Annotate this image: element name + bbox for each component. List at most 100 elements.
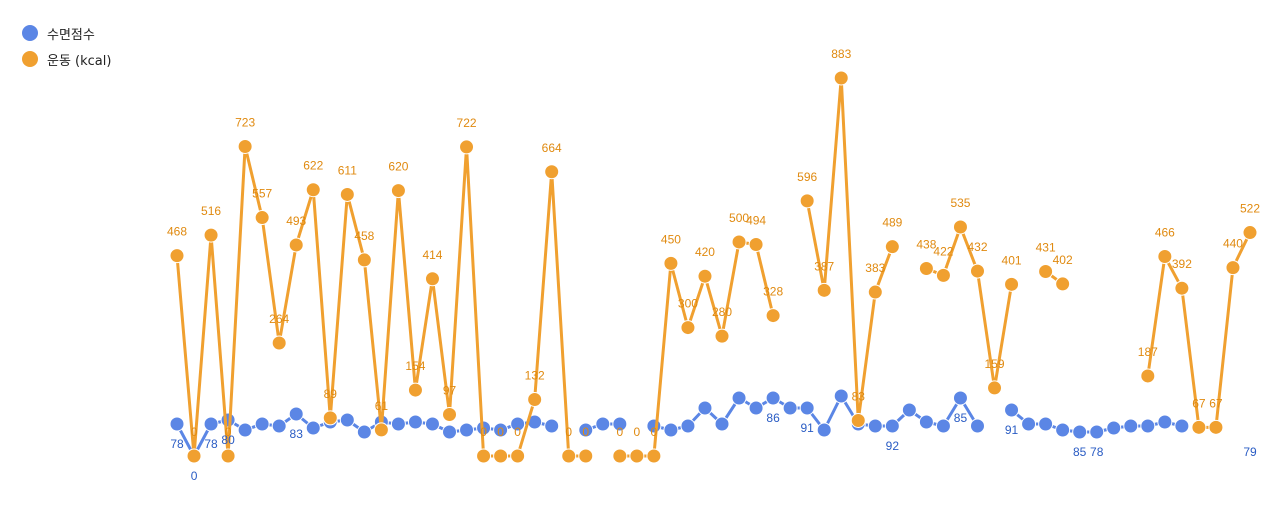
exercise-point xyxy=(1208,419,1224,435)
sleep-point xyxy=(1038,416,1054,432)
exercise-data-label: 440 xyxy=(1223,237,1243,251)
sleep-point xyxy=(544,418,560,434)
sleep-point xyxy=(271,418,287,434)
exercise-data-label: 432 xyxy=(967,240,987,254)
sleep-data-label: 85 xyxy=(954,411,968,425)
exercise-data-label: 61 xyxy=(375,399,389,413)
sleep-point xyxy=(901,402,917,418)
exercise-data-label: 557 xyxy=(252,187,272,201)
exercise-data-label: 83 xyxy=(852,389,866,403)
exercise-data-label: 535 xyxy=(950,196,970,210)
sleep-point xyxy=(952,390,968,406)
sleep-point xyxy=(969,418,985,434)
exercise-data-label: 401 xyxy=(1002,253,1022,267)
exercise-point xyxy=(748,237,764,253)
sleep-point xyxy=(663,422,679,438)
sleep-point xyxy=(1055,422,1071,438)
sleep-point xyxy=(782,400,798,416)
exercise-point xyxy=(271,335,287,351)
exercise-data-label: 620 xyxy=(388,160,408,174)
exercise-point xyxy=(1174,280,1190,296)
exercise-point xyxy=(714,328,730,344)
sleep-point xyxy=(918,414,934,430)
exercise-data-label: 187 xyxy=(1138,345,1158,359)
sleep-point xyxy=(680,418,696,434)
exercise-point xyxy=(952,219,968,235)
exercise-point xyxy=(1140,368,1156,384)
exercise-point xyxy=(169,248,185,264)
sleep-data-label: 78 xyxy=(204,437,218,451)
exercise-data-label: 722 xyxy=(457,116,477,130)
sleep-point xyxy=(459,422,475,438)
exercise-point xyxy=(561,448,577,464)
sleep-point xyxy=(288,406,304,422)
sleep-point xyxy=(1072,424,1088,440)
exercise-data-label: 154 xyxy=(405,359,425,373)
exercise-point xyxy=(356,252,372,268)
exercise-data-label: 67 xyxy=(1192,396,1206,410)
sleep-data-label: 79 xyxy=(1243,445,1257,459)
exercise-data-label: 0 xyxy=(480,425,487,439)
exercise-data-label: 0 xyxy=(634,425,641,439)
sleep-point xyxy=(1157,414,1173,430)
sleep-point xyxy=(612,416,628,432)
sleep-point xyxy=(442,424,458,440)
exercise-data-label: 500 xyxy=(729,211,749,225)
exercise-point xyxy=(305,182,321,198)
exercise-data-label: 328 xyxy=(763,285,783,299)
exercise-point xyxy=(663,255,679,271)
sleep-point xyxy=(867,418,883,434)
exercise-data-label: 438 xyxy=(916,237,936,251)
exercise-point xyxy=(407,382,423,398)
legend: 수면점수 운동 (kcal) xyxy=(22,20,111,72)
exercise-point xyxy=(544,164,560,180)
legend-item-exercise[interactable]: 운동 (kcal) xyxy=(22,46,111,72)
exercise-data-label: 414 xyxy=(422,248,442,262)
exercise-point xyxy=(987,380,1003,396)
exercise-point xyxy=(969,263,985,279)
sleep-point xyxy=(407,414,423,430)
exercise-point xyxy=(1038,263,1054,279)
legend-label-sleep: 수면점수 xyxy=(47,27,95,43)
exercise-data-label: 132 xyxy=(525,368,545,382)
exercise-point xyxy=(527,391,543,407)
exercise-data-label: 422 xyxy=(933,244,953,258)
exercise-point xyxy=(1191,419,1207,435)
sleep-point xyxy=(799,400,815,416)
legend-item-sleep[interactable]: 수면점수 xyxy=(22,20,111,46)
sleep-point xyxy=(1021,416,1037,432)
exercise-point xyxy=(1242,225,1258,241)
sleep-point xyxy=(748,400,764,416)
sleep-point xyxy=(1123,418,1139,434)
exercise-data-label: 89 xyxy=(324,387,338,401)
exercise-data-label: 489 xyxy=(882,216,902,230)
exercise-point xyxy=(1004,276,1020,292)
legend-label-exercise: 운동 (kcal) xyxy=(47,53,112,69)
sleep-data-label: 86 xyxy=(766,411,780,425)
exercise-point xyxy=(935,267,951,283)
exercise-data-label: 450 xyxy=(661,232,681,246)
sleep-point xyxy=(816,422,832,438)
exercise-data-label: 611 xyxy=(338,163,357,177)
exercise-point xyxy=(322,410,338,426)
exercise-point xyxy=(799,193,815,209)
exercise-point xyxy=(833,70,849,86)
exercise-data-label: 0 xyxy=(225,425,232,439)
exercise-point xyxy=(493,448,509,464)
exercise-line xyxy=(618,240,775,458)
sleep-data-label: 78 xyxy=(170,437,184,451)
exercise-point xyxy=(731,234,747,250)
sleep-data-label: 83 xyxy=(290,427,304,441)
exercise-data-label: 723 xyxy=(235,115,255,129)
exercise-data-label: 494 xyxy=(746,214,766,228)
sleep-point xyxy=(731,390,747,406)
exercise-point xyxy=(1157,249,1173,265)
sleep-point xyxy=(765,390,781,406)
exercise-point xyxy=(884,239,900,255)
exercise-data-label: 522 xyxy=(1240,202,1260,216)
exercise-data-label: 622 xyxy=(303,159,323,173)
exercise-data-label: 0 xyxy=(191,425,198,439)
sleep-point xyxy=(884,418,900,434)
exercise-point xyxy=(186,448,202,464)
